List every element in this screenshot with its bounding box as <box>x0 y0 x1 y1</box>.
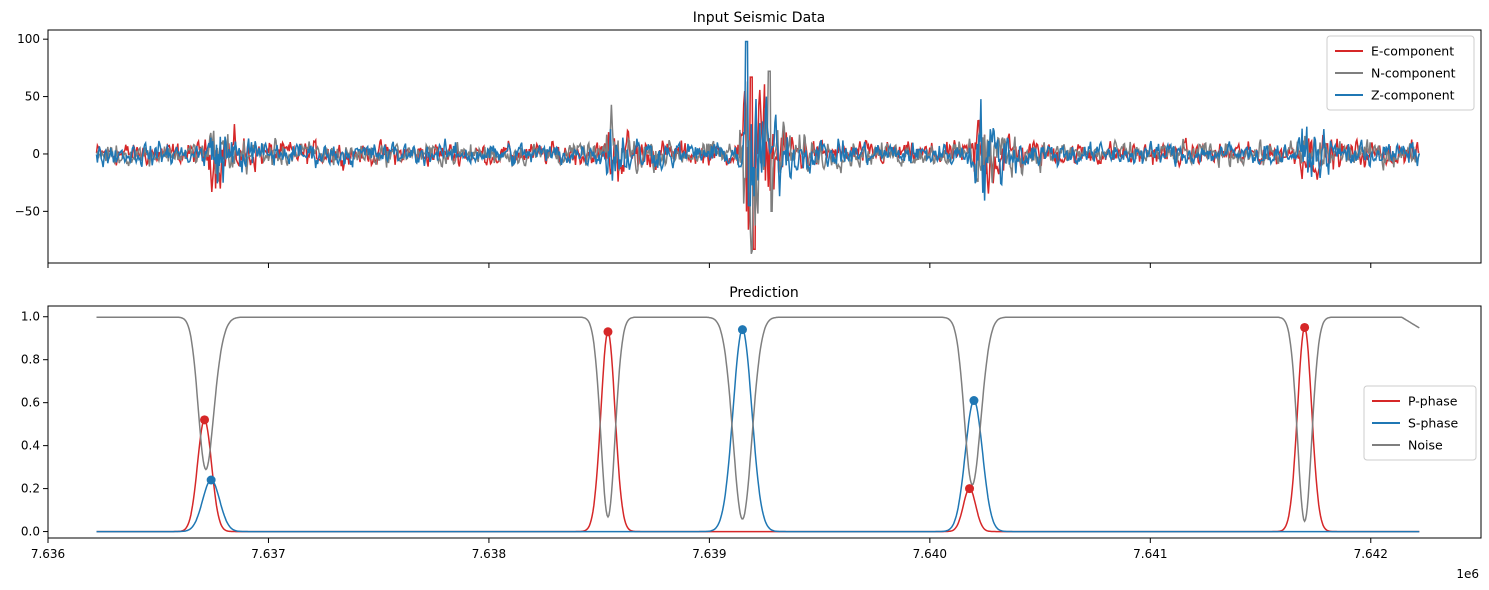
series-line-n-component <box>95 70 1421 255</box>
y-tick-label: 100 <box>17 32 40 46</box>
prediction-lines <box>96 316 1420 533</box>
x-tick-label: 7.641 <box>1133 547 1167 561</box>
legend-label: P-phase <box>1408 394 1458 409</box>
panel-prediction: Prediction 7.636 7.637 7.638 7.639 7.640 7.64… <box>21 285 1482 581</box>
y-tick-label: 0.8 <box>21 353 40 367</box>
legend-label: Z-component <box>1371 88 1455 103</box>
x-tick-label: 7.638 <box>472 547 506 561</box>
series-line-z-component <box>95 40 1421 207</box>
chart-title-input: Input Seismic Data <box>693 10 826 26</box>
seismic-lines <box>95 40 1421 255</box>
x-tick-label: 7.637 <box>251 547 285 561</box>
y-tick-label: 1.0 <box>21 310 40 324</box>
axes-frame-bottom <box>47 305 1482 539</box>
legend-label: Noise <box>1408 438 1443 453</box>
peak-marker-p-phase <box>1300 322 1310 332</box>
series-line-e-component <box>95 76 1420 250</box>
y-tick-label: 0.0 <box>21 525 40 539</box>
x-offset-label: 1e6 <box>1456 567 1479 581</box>
y-tick-label: 0.6 <box>21 396 40 410</box>
x-tick-label: 7.640 <box>913 547 947 561</box>
y-tick-label: 0.4 <box>21 439 40 453</box>
prediction-peak-markers <box>200 322 1310 494</box>
axes-top-ticks: −50 0 50 100 <box>15 32 1372 268</box>
peak-marker-p-phase <box>965 484 975 494</box>
peak-marker-s-phase <box>737 325 747 335</box>
y-tick-label: 0 <box>32 147 40 161</box>
series-line-s-phase <box>96 329 1420 533</box>
peak-marker-s-phase <box>969 396 979 406</box>
legend-label: E-component <box>1371 44 1454 59</box>
y-tick-label: 0.2 <box>21 482 40 496</box>
legend-box <box>1363 385 1477 461</box>
peak-marker-s-phase <box>206 475 216 485</box>
legend-label: S-phase <box>1408 416 1458 431</box>
y-tick-label: −50 <box>15 204 40 218</box>
legend-prediction: P-phase S-phase Noise <box>1363 385 1477 461</box>
x-tick-label: 7.639 <box>692 547 726 561</box>
x-tick-label: 7.642 <box>1354 547 1388 561</box>
series-line-p-phase <box>96 325 1420 533</box>
axes-bottom-ticks: 7.636 7.637 7.638 7.639 7.640 7.641 7.642 0.0 0.… <box>21 310 1388 561</box>
peak-marker-p-phase <box>200 415 210 425</box>
x-tick-label: 7.636 <box>31 547 65 561</box>
legend-box <box>1326 35 1475 111</box>
chart-title-prediction: Prediction <box>729 285 799 301</box>
y-tick-label: 50 <box>25 90 40 104</box>
legend-input: E-component N-component Z-component <box>1326 35 1475 111</box>
peak-marker-p-phase <box>603 327 613 337</box>
panel-input-seismic: Input Seismic Data −50 0 50 100 E-component… <box>15 10 1482 268</box>
series-line-noise <box>96 316 1420 523</box>
axes-frame-top <box>47 29 1482 264</box>
legend-label: N-component <box>1371 66 1456 81</box>
